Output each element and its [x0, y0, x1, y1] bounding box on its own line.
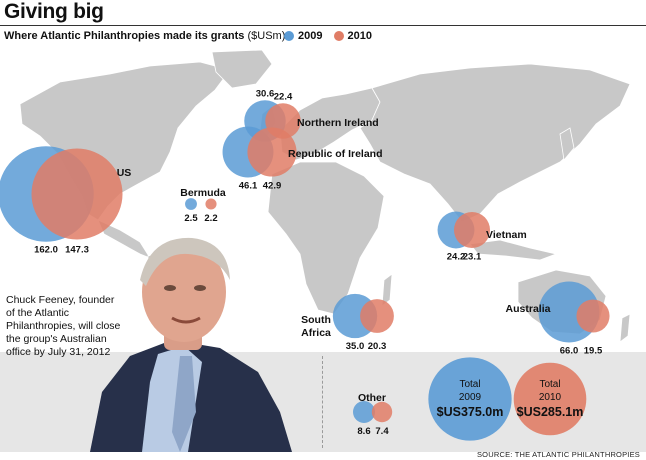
source-note: SOURCE: THE ATLANTIC PHILANTHROPIES: [476, 450, 640, 459]
value-label-2010-other: 7.4: [375, 426, 389, 437]
bubble-2010-us: [31, 148, 123, 240]
portrait-face: [142, 242, 226, 342]
value-label-2009-northern-ireland: 30.6: [256, 88, 275, 99]
legend-item-2009: 2009: [284, 30, 322, 42]
title-rule: [0, 25, 646, 26]
landmass-asia: [359, 63, 631, 223]
region-label-australia: Australia: [506, 303, 551, 315]
bubble-2010-south-africa: [360, 299, 394, 333]
total-bubble-2009: [428, 357, 512, 441]
landmass-africa: [267, 161, 385, 315]
landmass-greenland: [211, 49, 273, 89]
bubble-2010-australia: [576, 299, 610, 333]
total-value-2010: $US285.1m: [517, 405, 584, 419]
bubble-2010-bermuda: [205, 198, 217, 210]
region-label-bermuda: Bermuda: [180, 187, 226, 199]
photo-caption: Chuck Feeney, founder of the Atlantic Ph…: [6, 294, 121, 358]
value-label-2009-us: 162.0: [34, 245, 58, 256]
value-label-2009-vietnam: 24.2: [447, 251, 466, 262]
value-label-2009-republic-of-ireland: 46.1: [239, 180, 258, 191]
page-title: Giving big: [4, 0, 104, 23]
portrait-photo: [90, 237, 292, 452]
legend-swatch-2010: [333, 31, 344, 41]
landmass-central-america: [97, 219, 151, 259]
region-label-south-africa: South: [301, 314, 331, 326]
subtitle-main: Where Atlantic Philanthropies made its g…: [4, 30, 245, 42]
bubble-2010-other: [371, 401, 393, 423]
legend-label-2009: 2009: [298, 30, 323, 42]
portrait-right-eye: [194, 285, 206, 291]
region-label-south-africa-line2: Africa: [301, 327, 331, 339]
value-label-2009-bermuda: 2.5: [184, 213, 198, 224]
legend-swatch-2009: [284, 31, 294, 41]
bubble-2010-republic-of-ireland: [247, 127, 297, 177]
total-bubble-2010: [513, 362, 587, 436]
landmass-indonesia: [469, 239, 558, 261]
value-label-2010-republic-of-ireland: 42.9: [263, 180, 282, 191]
region-label-other: Other: [358, 392, 386, 404]
value-label-2009-australia: 66.0: [560, 345, 579, 356]
total-label-2010: Total: [539, 379, 560, 390]
legend-label-2010: 2010: [347, 30, 373, 42]
portrait-left-eye: [164, 285, 176, 291]
total-label-2009: Total: [459, 379, 480, 390]
chart-subtitle: Where Atlantic Philanthropies made its g…: [4, 30, 285, 42]
total-year-2009: 2009: [459, 392, 482, 403]
legend-item-2010: 2010: [333, 30, 373, 42]
value-label-2010-vietnam: 23.1: [463, 251, 482, 262]
value-label-2010-northern-ireland: 22.4: [274, 91, 293, 102]
landmass-madagascar: [381, 273, 393, 307]
region-label-us: US: [117, 167, 132, 179]
region-label-republic-of-ireland: Republic of Ireland: [288, 148, 383, 160]
value-label-2010-south-africa: 20.3: [368, 341, 387, 352]
landmass-new-zealand: [619, 313, 631, 343]
portrait-mouth: [171, 316, 201, 324]
band-divider: [322, 356, 323, 448]
portrait-tie-area: [172, 356, 196, 452]
value-label-2009-south-africa: 35.0: [346, 341, 365, 352]
landmass-japan: [559, 127, 575, 161]
region-label-northern-ireland: Northern Ireland: [297, 117, 379, 129]
region-label-vietnam: Vietnam: [486, 229, 527, 241]
bubble-2009-other: [353, 401, 375, 423]
value-label-2010-us: 147.3: [65, 245, 89, 256]
total-year-2010: 2010: [539, 392, 562, 403]
bubble-2009-bermuda: [185, 198, 197, 210]
total-value-2009: $US375.0m: [437, 405, 504, 419]
value-label-2010-australia: 19.5: [584, 345, 603, 356]
subtitle-unit: ($USm): [247, 30, 286, 42]
value-label-2009-other: 8.6: [357, 426, 370, 437]
value-label-2010-bermuda: 2.2: [204, 213, 217, 224]
legend: 2009 2010: [284, 30, 380, 44]
portrait-hair: [140, 237, 230, 286]
bubble-2010-vietnam: [453, 211, 491, 249]
